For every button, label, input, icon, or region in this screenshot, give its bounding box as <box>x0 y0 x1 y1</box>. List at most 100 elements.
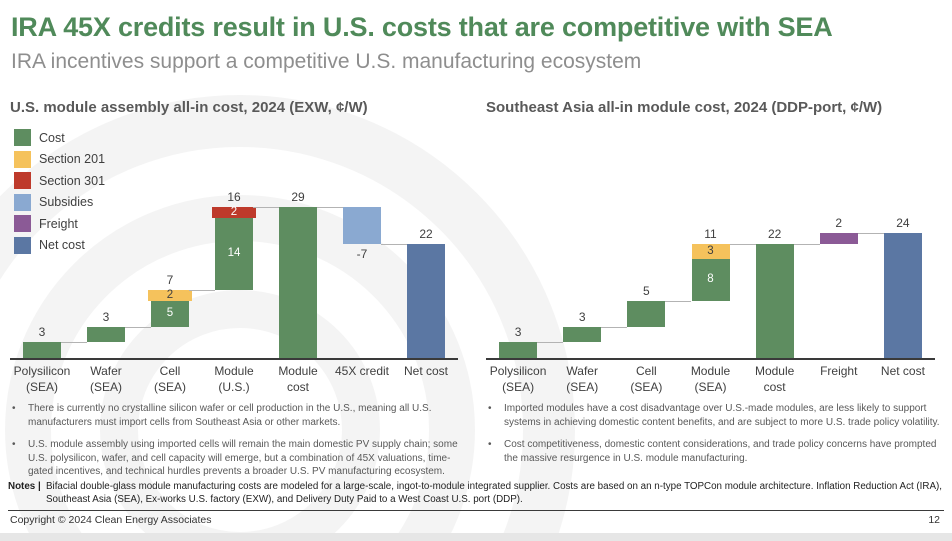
waterfall-chart-us: 3 3 5 2 7 14 2 16 29 -7 22 <box>10 190 458 360</box>
legend-item-freight: Freight <box>14 215 105 232</box>
footnotes-text: Bifacial double-glass module manufacturi… <box>46 481 942 506</box>
legend-swatch-icon <box>14 193 31 211</box>
x-axis-label: Module (SEA) <box>690 364 731 394</box>
bullet-item: • U.S. module assembly using imported cel… <box>10 438 472 479</box>
bar-segment-cost: 8 <box>691 259 730 301</box>
legend-label: Subsidies <box>39 195 94 209</box>
legend-swatch-icon <box>14 215 31 232</box>
connector-line <box>793 243 820 245</box>
page-number: 12 <box>928 514 940 526</box>
footnotes-label: Notes | <box>8 481 41 492</box>
legend-swatch-icon <box>14 150 31 168</box>
legend-swatch-icon <box>14 172 31 189</box>
bar-segment-cost <box>87 326 125 343</box>
connector-line <box>125 326 151 328</box>
x-axis-label: Freight <box>820 364 858 378</box>
bar-segment-section-201: 3 <box>691 243 730 260</box>
bar-value-label: 3 <box>38 325 46 340</box>
x-axis-label: Net cost <box>880 364 925 378</box>
legend-item-section-201: Section 201 <box>14 150 106 168</box>
bar-segment-cost <box>755 243 794 358</box>
x-axis-label: Module (U.S.) <box>214 364 254 394</box>
bullet-marker-icon: • <box>488 439 492 450</box>
bullet-item: • Imported modules have a cost disadvanta… <box>486 402 948 429</box>
bullet-item: • Cost competitiveness, domestic content … <box>486 438 948 465</box>
bar-segment-cost: 5 <box>151 300 189 327</box>
x-axis-label: Module cost <box>754 364 795 394</box>
chart-title-us: U.S. module assembly all-in cost, 2024 (… <box>10 99 368 116</box>
bullet-text: Imported modules have a cost disadvantag… <box>504 403 940 428</box>
bullet-text: Cost competitiveness, domestic content c… <box>504 439 937 464</box>
bar-value-label: 16 <box>227 190 241 205</box>
legend-item-cost: Cost <box>14 129 105 146</box>
connector-line <box>857 233 884 235</box>
bottom-strip <box>0 533 952 541</box>
bar-segment-cost <box>499 342 538 358</box>
connector-line <box>729 243 756 245</box>
bar-value-label: 3 <box>578 309 586 324</box>
connector-line <box>601 326 628 328</box>
bar-segment-cost <box>627 300 666 327</box>
bar-value-label: 22 <box>419 226 433 241</box>
bar-segment-section-201: 2 <box>148 289 192 301</box>
connector-line <box>253 207 279 209</box>
footnotes: Notes | Bifacial double-glass module man… <box>8 480 944 512</box>
legend-label: Section 301 <box>39 173 106 188</box>
legend-label: Net cost <box>39 238 85 252</box>
x-axis-labels-us: Polysilicon (SEA) Wafer (SEA) Cell (SEA) Mo… <box>10 364 458 395</box>
bar-value-label: 5 <box>643 283 650 298</box>
notes-bullets-us: • There is currently no crystalline silic… <box>10 402 472 488</box>
x-axis-label: Polysilicon (SEA) <box>13 364 71 394</box>
connector-line <box>537 342 564 344</box>
x-axis-label: 45X credit <box>334 364 390 378</box>
bar-segment-cost <box>23 342 61 358</box>
x-axis-labels-sea: Polysilicon (SEA) Wafer (SEA) Cell (SEA) Mo… <box>486 364 935 395</box>
bullet-item: • There is currently no crystalline silic… <box>10 402 472 429</box>
bar-segment-section-301: 2 <box>212 206 256 218</box>
bar-segment-freight <box>819 233 858 244</box>
page-subtitle: IRA incentives support a competitive U.S… <box>11 50 642 73</box>
bar-segment-cost <box>563 326 602 343</box>
bar-value-label: 7 <box>166 273 174 288</box>
legend-label: Freight <box>39 216 78 231</box>
bar-value-label: 2 <box>835 216 843 231</box>
x-axis-label: Net cost <box>403 364 448 378</box>
bar-value-label: 29 <box>291 190 305 205</box>
bar-value-label: 3 <box>102 309 110 324</box>
bar-value-label: 11 <box>704 226 717 241</box>
bar-segment-net-cost <box>883 233 922 358</box>
x-axis-label: Polysilicon (SEA) <box>489 364 547 394</box>
legend-swatch-icon <box>14 236 31 254</box>
x-axis-label: Cell (SEA) <box>153 364 186 394</box>
chart-title-sea: Southeast Asia all-in module cost, 2024 … <box>486 99 883 116</box>
legend-item-net-cost: Net cost <box>14 236 105 254</box>
bar-value-label: 3 <box>514 325 522 340</box>
connector-line <box>189 290 215 292</box>
x-axis-label: Module cost <box>278 364 318 394</box>
connector-line <box>381 243 407 245</box>
x-axis-label: Wafer (SEA) <box>89 364 122 394</box>
connector-line <box>61 342 87 344</box>
x-axis-label: Wafer (SEA) <box>566 364 599 394</box>
legend-label: Section 201 <box>39 152 106 166</box>
notes-bullets-sea: • Imported modules have a cost disadvanta… <box>486 402 948 474</box>
bar-segment-subsidies <box>343 207 381 244</box>
page-title: IRA 45X credits result in U.S. costs tha… <box>11 12 833 42</box>
bar-segment-net-cost <box>407 243 445 358</box>
legend-label: Cost <box>39 130 65 145</box>
x-axis-label: Cell (SEA) <box>630 364 663 394</box>
bar-value-label: 24 <box>896 216 910 231</box>
bullet-marker-icon: • <box>12 403 16 414</box>
copyright-text: Copyright © 2024 Clean Energy Associates <box>10 514 212 526</box>
waterfall-chart-sea: 3 3 5 8 3 11 22 2 24 <box>486 208 935 360</box>
legend-swatch-icon <box>14 129 31 146</box>
connector-line <box>665 300 692 302</box>
legend-item-section-301: Section 301 <box>14 172 105 189</box>
legend-item-subsidies: Subsidies <box>14 193 105 211</box>
bullet-text: U.S. module assembly using imported cell… <box>28 439 458 477</box>
bullet-marker-icon: • <box>12 439 16 450</box>
bar-value-label: 22 <box>767 226 782 241</box>
bar-segment-cost: 14 <box>215 217 253 291</box>
